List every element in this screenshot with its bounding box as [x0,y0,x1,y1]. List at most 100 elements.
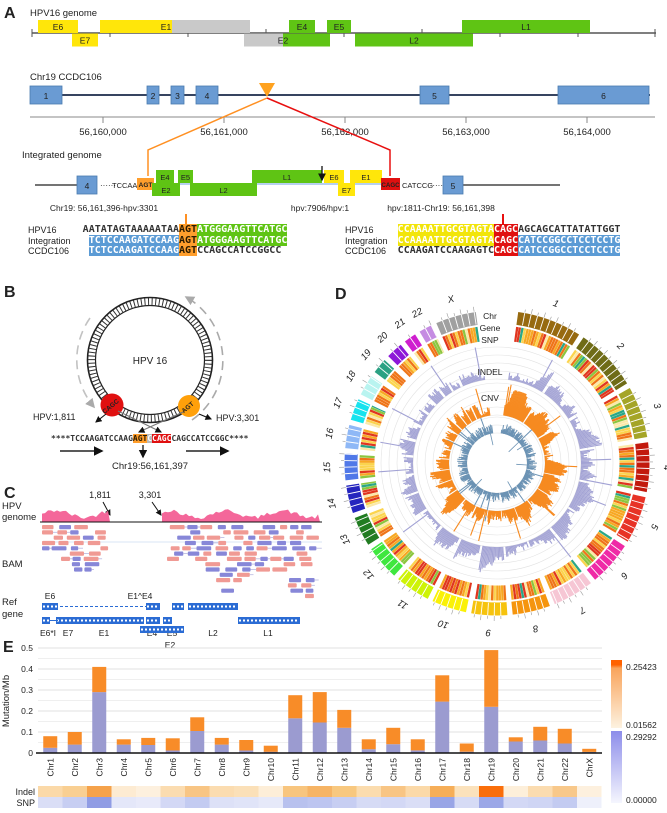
heatcell-Indel-Chr21 [528,786,553,797]
bar-snp-Chr12 [312,722,327,753]
indel-bar [453,415,465,428]
indel-bar [528,498,531,502]
indel-bar [525,501,533,511]
sequence-segment: TCTCCAAGATCCAAG [88,234,179,246]
chromosome-outer-tick [349,411,353,414]
snp-bar [407,484,417,489]
snp-bar [530,539,534,545]
x-label-ChrX: ChrX [584,758,594,778]
chromosome-tick [515,601,519,615]
snp-bar [562,514,572,522]
snp-bar [474,374,478,382]
indel-bar [514,507,520,517]
chromosome-outer-tick [445,607,448,611]
snp-bar [535,377,543,389]
gene-heatmap-segment [599,387,614,398]
x-label-Chr9: Chr9 [241,758,251,777]
indel-bar [537,487,551,496]
snp-bar [442,387,449,396]
gene-heatmap-segment [552,340,561,355]
indel-bar [437,466,450,469]
snp-bar [577,435,597,442]
gene-heatmap-segment [602,523,617,533]
snp-bar [559,518,569,528]
chromosome-name-6: 6 [618,570,630,582]
snp-bar [506,546,509,557]
gene-heatmap-segment [452,332,460,348]
chromosome-tick [633,430,647,435]
snp-bar [477,377,480,382]
snp-bar [519,380,522,383]
ref-gene-box [42,617,50,624]
integrated-gene-label-E2: E2 [161,186,170,195]
snp-bar [473,375,477,382]
chromosome-tick [628,411,641,417]
bam-read [97,535,106,540]
snp-bar [568,505,578,512]
gene-heatmap-segment [611,414,627,422]
bam-reads [42,525,322,599]
snp-bar [441,531,450,544]
gene-heatmap-segment [556,568,567,583]
cagc-insert-label: CAGC [381,182,400,189]
cnv-bar [467,436,476,444]
indel-bar [472,506,479,518]
sequence-segment: CCAAGATCCAAGAGTC [397,245,494,256]
indel-bar [530,496,542,508]
gene-heatmap-segment [589,372,603,385]
chromosome-outer-tick [394,342,398,347]
bam-read [237,562,252,567]
indel-bar [474,506,479,515]
chromosome-tick [378,366,389,376]
gene-heatmap-segment [388,538,402,550]
snp-bar [574,428,582,433]
chromosome-outer-tick [640,516,644,518]
chromosome-outer-tick [344,427,348,429]
bam-read [254,562,265,567]
gene-heatmap-segment [434,339,443,355]
gene-heatmap-segment [558,343,568,359]
gene-heatmap-segment [595,533,610,545]
bam-read [205,562,221,567]
indel-bar [465,499,468,503]
alignment-row-name: Integration [28,235,71,246]
gene-heatmap-segment [528,580,535,596]
sequence-segment: CAGC [494,224,519,235]
gene-heatmap-segment [593,378,608,390]
sequence-segment: CATCCGGCCTCCTCCTG [518,234,621,246]
indel-bar [471,506,478,519]
snp-bar [421,417,426,420]
snp-bar [426,402,434,409]
snp-bar [544,386,551,395]
snp-bar [411,500,423,508]
indel-bar [544,453,551,456]
gene-heatmap-segment [393,370,407,383]
indel-bar [442,456,450,459]
chromosome-outer-tick [530,612,532,616]
gene-heatmap-segment [389,374,403,387]
indel-bar [509,390,518,417]
indel-bar [444,443,453,447]
indel-bar [467,504,474,513]
heatcell-SNP-Chr5 [136,797,161,808]
indel-bar [544,467,564,471]
heatcell-SNP-Chr16 [405,797,430,808]
site-agt-pointer [198,413,213,420]
bam-read [233,530,249,535]
snp-bar [525,541,529,548]
gene-heatmap-segment [590,374,604,386]
snp-bar [402,512,430,533]
gene-heatmap-segment [613,419,629,427]
breakpoint-3301-arrow [151,501,162,516]
snp-bar [413,504,425,512]
indel-bar [478,508,484,521]
chromosome-outer-tick [568,323,571,328]
chromosome-name-4: 4 [661,465,667,471]
bam-read [170,546,180,551]
indel-bar [541,439,553,445]
gene-heatmap-segment [597,385,612,396]
integrated-gene-label-E4: E4 [160,173,169,182]
chromosome-tick [357,400,370,407]
gene-heatmap-segment [375,520,390,530]
agt-insert-box [137,178,154,190]
